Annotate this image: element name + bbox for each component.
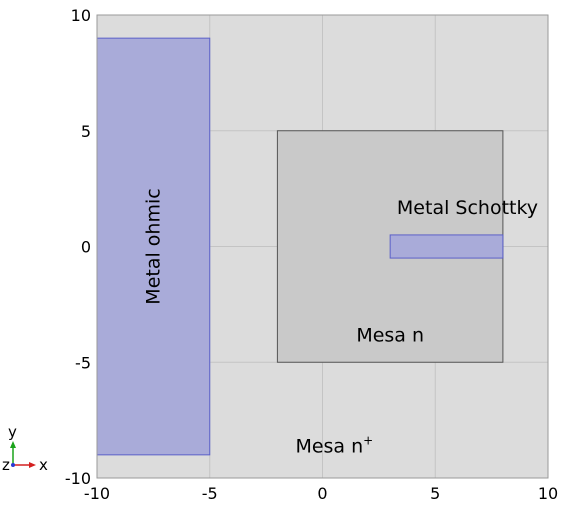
- label-mesa-n: Mesa n: [356, 324, 424, 346]
- x-axis-label: x: [39, 456, 48, 474]
- plot-border: [96, 14, 549, 479]
- y-arrow-head-icon: [10, 441, 16, 448]
- domains-layer: [96, 37, 504, 456]
- domain-metal-ohmic[interactable]: [96, 37, 211, 456]
- x-tick-label: 0: [317, 484, 327, 503]
- label-metal-ohmic: Metal ohmic: [142, 188, 164, 304]
- y-tick-label: 10: [71, 6, 91, 25]
- label-metal-schottky: Metal Schottky: [397, 197, 538, 219]
- y-axis-label: y: [8, 423, 17, 441]
- z-axis-dot-icon: [11, 463, 15, 467]
- x-tick-label: 5: [430, 484, 440, 503]
- label-mesa-n-plus: Mesa n+: [295, 434, 373, 458]
- x-arrow-head-icon: [29, 462, 36, 468]
- y-tick-label: 0: [81, 238, 91, 257]
- x-tick-label: 10: [538, 484, 558, 503]
- y-tick-label: 5: [81, 122, 91, 141]
- y-tick-label: -10: [65, 469, 91, 488]
- y-tick-label: -5: [75, 353, 91, 372]
- tick-labels: -10 -5 0 5 10 -10 -5 0 5 10: [65, 6, 558, 503]
- x-tick-label: -10: [84, 484, 110, 503]
- z-axis-label: z: [2, 456, 10, 474]
- domain-metal-schottky[interactable]: [389, 234, 504, 259]
- label-superscript: +: [363, 434, 373, 448]
- x-tick-label: -5: [202, 484, 218, 503]
- axis-triad: y x z: [2, 423, 48, 474]
- domain-labels: Metal ohmic Mesa n Metal Schottky Mesa n+: [142, 188, 538, 457]
